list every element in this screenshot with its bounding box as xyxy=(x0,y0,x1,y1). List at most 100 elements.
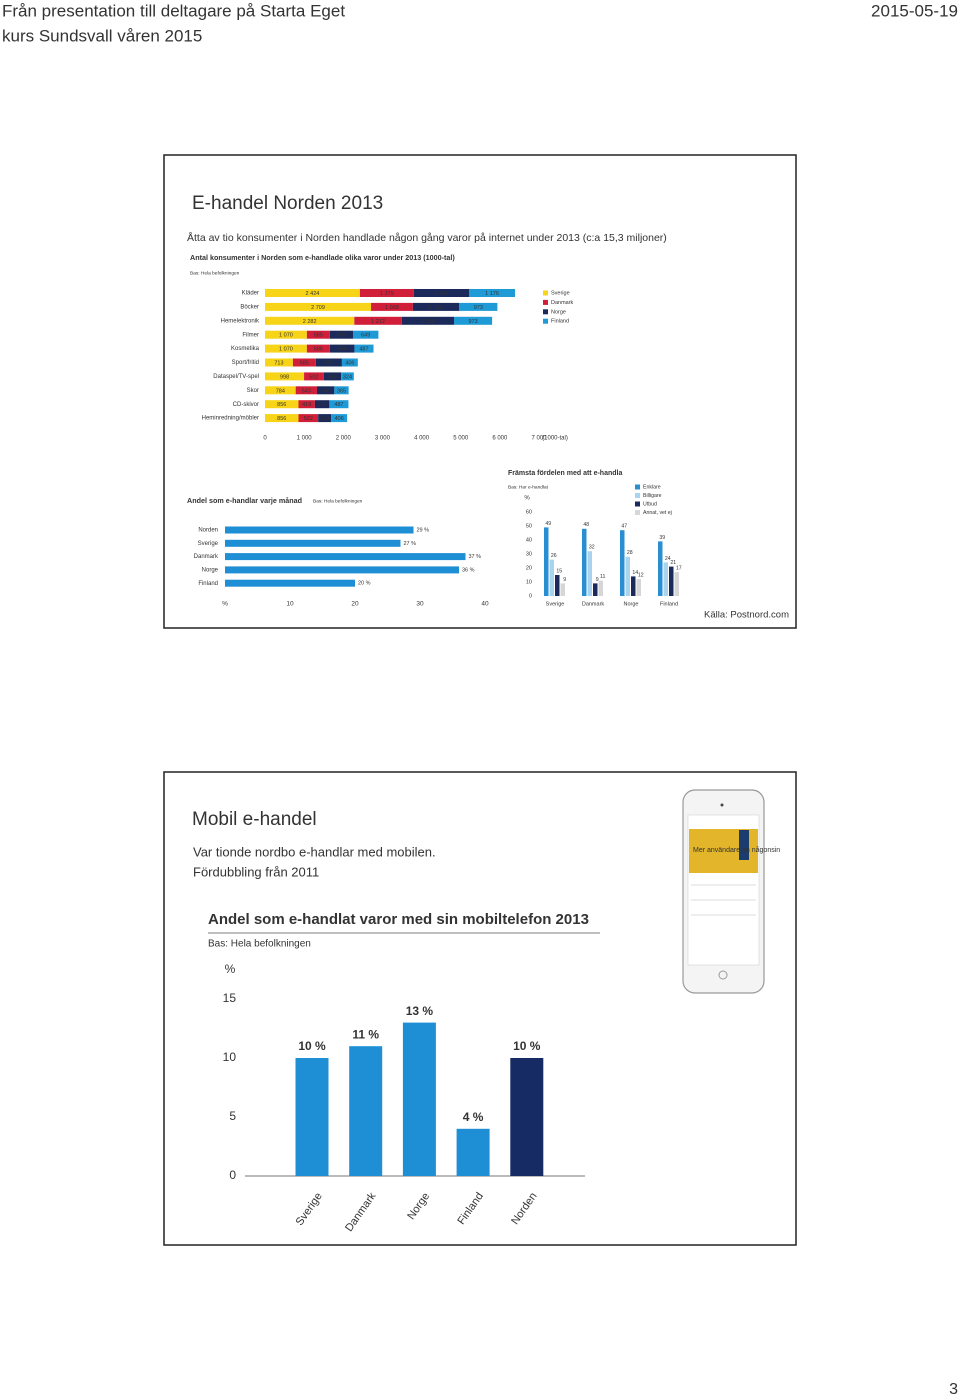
bar-segment xyxy=(371,302,413,311)
bar-segment xyxy=(323,372,342,381)
y-tick-label: 15 xyxy=(223,991,237,1005)
bar-segment xyxy=(265,400,299,409)
legend-label: Utbud xyxy=(643,501,657,507)
chart-title: Antal konsumenter i Norden som e-handlad… xyxy=(190,253,455,262)
y-tick-label: 20 xyxy=(526,565,532,571)
value-label: 585 xyxy=(314,333,323,339)
y-tick-label: 0 xyxy=(529,593,532,599)
value-label: 1 335 xyxy=(421,319,435,325)
bar-segment xyxy=(265,289,360,297)
value-label: 39 xyxy=(659,535,665,541)
bar-segment xyxy=(265,344,307,353)
chart-subtitle: Bas: Hela befolkningen xyxy=(190,270,240,276)
bar-segment xyxy=(265,330,307,339)
category-label: Finland xyxy=(660,601,678,607)
bar-segment xyxy=(331,414,348,423)
value-label: 418 xyxy=(302,402,311,408)
legend-swatch xyxy=(635,501,640,507)
bar-segment xyxy=(412,302,460,311)
x-tick-label: 5 000 xyxy=(453,436,469,442)
value-label: 649 xyxy=(361,333,370,339)
legend-swatch xyxy=(635,493,640,498)
phone-text: Mer användare än någonsin xyxy=(693,846,780,854)
value-label: 713 xyxy=(274,360,283,366)
value-label: 502 xyxy=(304,416,313,422)
value-label: 17 xyxy=(676,566,682,572)
legend-swatch xyxy=(543,299,548,305)
chart-title: Andel som e-handlat varor med sin mobilt… xyxy=(208,911,589,928)
value-label: 1 069 xyxy=(385,305,399,311)
bar xyxy=(669,566,674,596)
chart-subtitle: Bas: Hela befolkningen xyxy=(208,939,311,950)
y-tick-label: 60 xyxy=(526,509,532,515)
bar-segment xyxy=(265,316,355,325)
value-label: 1 070 xyxy=(279,347,293,353)
value-label: 11 xyxy=(600,574,605,580)
bar-segment xyxy=(265,386,296,395)
value-label: 973 xyxy=(468,319,477,325)
x-tick-label: 10 xyxy=(286,601,294,608)
y-tick-label: 50 xyxy=(526,523,532,529)
value-label: 15 xyxy=(556,568,562,574)
legend-label: Norge xyxy=(551,309,566,315)
page-number: 3 xyxy=(949,1381,958,1398)
value-label: 365 xyxy=(337,388,346,394)
category-label: Hemelektronik xyxy=(221,318,260,324)
value-label: 856 xyxy=(277,402,286,408)
value-label: 585 xyxy=(314,347,323,353)
value-label: 784 xyxy=(276,388,285,394)
category-label: Böcker xyxy=(240,304,259,310)
value-label: 406 xyxy=(335,416,344,422)
bar xyxy=(636,579,641,596)
bar-segment xyxy=(329,330,353,339)
bar-segment xyxy=(354,316,402,325)
bar-segment xyxy=(318,414,332,423)
category-label: Finland xyxy=(198,581,218,587)
value-label: 32 xyxy=(589,545,595,551)
bar-segment xyxy=(401,316,455,325)
x-tick-label: 0 xyxy=(263,436,267,442)
value-label: 856 xyxy=(277,416,286,422)
value-label: 49 xyxy=(545,521,551,527)
value-label: 28 xyxy=(627,550,633,556)
bar-segment xyxy=(469,289,516,297)
phone-button xyxy=(718,970,728,980)
value-label: 11 % xyxy=(352,1027,379,1041)
category-label: CD-skivor xyxy=(233,402,259,408)
legend-swatch xyxy=(543,309,548,315)
bar xyxy=(510,1058,544,1176)
x-tick-label: 2 000 xyxy=(336,436,352,442)
value-label: 1 176 xyxy=(485,291,499,297)
value-label: 2 282 xyxy=(303,319,317,325)
bar xyxy=(555,575,560,596)
value-label: 47 xyxy=(621,524,627,530)
bar xyxy=(225,566,459,574)
legend-label: Finland xyxy=(551,319,569,325)
value-label: 20 % xyxy=(358,581,371,587)
bar xyxy=(225,539,401,547)
bar xyxy=(658,541,663,596)
x-tick-label: 7 000 xyxy=(531,436,547,442)
value-label: 593 xyxy=(337,333,346,339)
chart-subtitle: Bas: Har e-handlat xyxy=(508,484,549,490)
legend-label: Enklare xyxy=(643,484,661,490)
header-date: 2015-05-19 xyxy=(871,1,958,20)
bar-segment xyxy=(341,358,358,367)
bar xyxy=(598,580,603,596)
bar-segment xyxy=(359,289,414,297)
bar-segment xyxy=(329,344,355,353)
legend-swatch xyxy=(635,484,640,490)
slide-text: Åtta av tio konsumenter i Norden handlad… xyxy=(187,231,667,244)
bar xyxy=(225,579,355,587)
chart-title: Främsta fördelen med att e-handla xyxy=(508,470,622,477)
header-subtitle: kurs Sundsvall våren 2015 xyxy=(2,26,202,45)
value-label: 13 % xyxy=(406,1004,434,1018)
chart-title: Andel som e-handlar varje månad xyxy=(187,496,302,505)
bar-segment xyxy=(265,414,299,423)
value-label: 1 409 xyxy=(435,291,449,297)
value-label: 502 xyxy=(309,374,318,380)
value-label: 12 xyxy=(638,573,644,579)
bar xyxy=(225,553,466,561)
value-label: 2 424 xyxy=(306,291,320,297)
bar xyxy=(295,1058,329,1176)
